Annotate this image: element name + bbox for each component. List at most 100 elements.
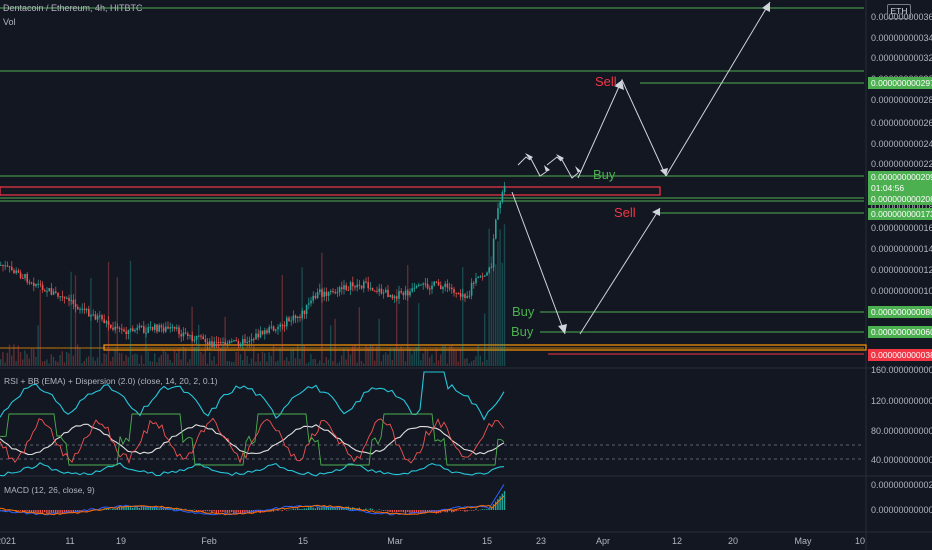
volume-bar xyxy=(121,353,123,366)
macd-hist-bar xyxy=(396,510,398,513)
candle-body xyxy=(193,339,196,341)
volume-bar xyxy=(481,361,484,366)
candle-body xyxy=(107,321,110,325)
macd-hist-bar xyxy=(501,493,503,510)
volume-bar xyxy=(90,278,92,366)
macd-hist-bar xyxy=(0,509,2,511)
candle-body xyxy=(292,315,295,321)
macd-tick-label: 0.0000000000000 xyxy=(871,505,932,515)
volume-bar xyxy=(466,357,468,366)
volume-bar xyxy=(281,275,283,366)
time-tick-label: 12 xyxy=(672,536,682,546)
candle-body xyxy=(459,293,462,297)
candle-body xyxy=(165,326,167,332)
candle-body xyxy=(327,291,330,296)
volume-bar xyxy=(407,264,409,366)
volume-bar xyxy=(79,348,81,366)
resistance-zone xyxy=(0,186,661,196)
volume-bar xyxy=(444,344,446,366)
time-tick-label: 10 xyxy=(855,536,865,546)
macd-hist-bar xyxy=(321,507,323,510)
volume-bar xyxy=(127,357,129,366)
candle-body xyxy=(453,289,455,293)
candle-body xyxy=(382,292,385,294)
price-tick-label: 0.0000000002200 xyxy=(871,159,932,169)
candle-body xyxy=(77,307,79,310)
candle-body xyxy=(391,295,394,299)
volume-bar xyxy=(413,349,415,366)
candle-body xyxy=(167,326,169,329)
macd-hist-bar xyxy=(202,510,204,512)
volume-bar xyxy=(176,353,178,366)
price-tick-label: 0.0000000003200 xyxy=(871,53,932,63)
volume-bar xyxy=(437,360,440,366)
candle-body xyxy=(314,295,317,299)
candle-body xyxy=(57,292,59,297)
volume-bar xyxy=(435,348,437,366)
candle-body xyxy=(211,341,213,347)
volume-bar xyxy=(470,361,473,366)
rsi-bb-upper xyxy=(0,371,505,421)
time-tick-label: 23 xyxy=(536,536,546,546)
macd-hist-bar xyxy=(503,491,506,510)
volume-bar xyxy=(19,351,22,366)
volume-bar xyxy=(92,357,94,366)
volume-bar xyxy=(341,355,343,366)
volume-bar xyxy=(70,271,72,366)
price-tick-label: 0.0000000002800 xyxy=(871,95,932,105)
volume-bar xyxy=(380,361,382,366)
macd-hist-bar xyxy=(72,510,74,513)
macd-hist-bar xyxy=(30,510,33,513)
macd-hist-bar xyxy=(409,510,411,513)
candle-body xyxy=(180,334,182,337)
candle-body xyxy=(407,290,409,296)
candle-body xyxy=(145,332,147,334)
currency-badge[interactable]: ETH xyxy=(887,4,911,19)
volume-bar xyxy=(433,362,435,366)
volume-bar xyxy=(420,360,422,366)
candle-body xyxy=(424,283,427,285)
macd-hist-bar xyxy=(415,510,418,513)
macd-hist-bar xyxy=(378,509,380,510)
volume-bar xyxy=(180,359,182,366)
macd-hist-bar xyxy=(398,510,400,512)
candle-body xyxy=(143,326,145,333)
macd-hist-bar xyxy=(312,507,314,510)
volume-bar xyxy=(110,361,112,366)
macd-hist-bar xyxy=(220,510,222,512)
candle-body xyxy=(336,292,339,294)
volume-bar xyxy=(402,350,404,366)
arrow-heads xyxy=(525,2,770,334)
candle-body xyxy=(92,314,94,316)
volume-bar xyxy=(418,303,420,366)
candle-body xyxy=(44,290,46,292)
volume-bar xyxy=(345,359,347,366)
macd-hist-bar xyxy=(305,508,308,510)
symbol-title: Dentacoin / Ethereum, 4h, HITBTC xyxy=(3,3,143,13)
candle-body xyxy=(217,342,220,344)
candle-body xyxy=(237,341,240,346)
candle-body xyxy=(255,333,257,340)
volume-bar xyxy=(85,357,88,366)
macd-hist-bar xyxy=(411,510,413,513)
candle-body xyxy=(393,296,396,299)
rsi-indicator-label[interactable]: RSI + BB (EMA) + Dispersion (2.0) (close… xyxy=(4,376,218,386)
macd-indicator-label[interactable]: MACD (12, 26, close, 9) xyxy=(4,485,95,495)
volume-bar xyxy=(255,361,257,366)
macd-hist-bar xyxy=(195,510,198,512)
macd-hist-bar xyxy=(288,509,290,511)
volume-bar xyxy=(305,363,308,366)
candle-body xyxy=(19,272,22,278)
volume-bar xyxy=(446,363,448,366)
candle-body xyxy=(103,319,105,324)
macd-hist-bar xyxy=(314,508,316,510)
macd-hist-bar xyxy=(184,508,187,510)
price-tick-label: 0.0000000003400 xyxy=(871,33,932,43)
macd-hist-bar xyxy=(347,506,349,510)
macd-hist-bar xyxy=(134,507,136,510)
candle-body xyxy=(39,283,42,285)
macd-hist-bar xyxy=(26,510,28,512)
macd-hist-bar xyxy=(233,510,235,514)
volume-bar xyxy=(426,351,429,366)
